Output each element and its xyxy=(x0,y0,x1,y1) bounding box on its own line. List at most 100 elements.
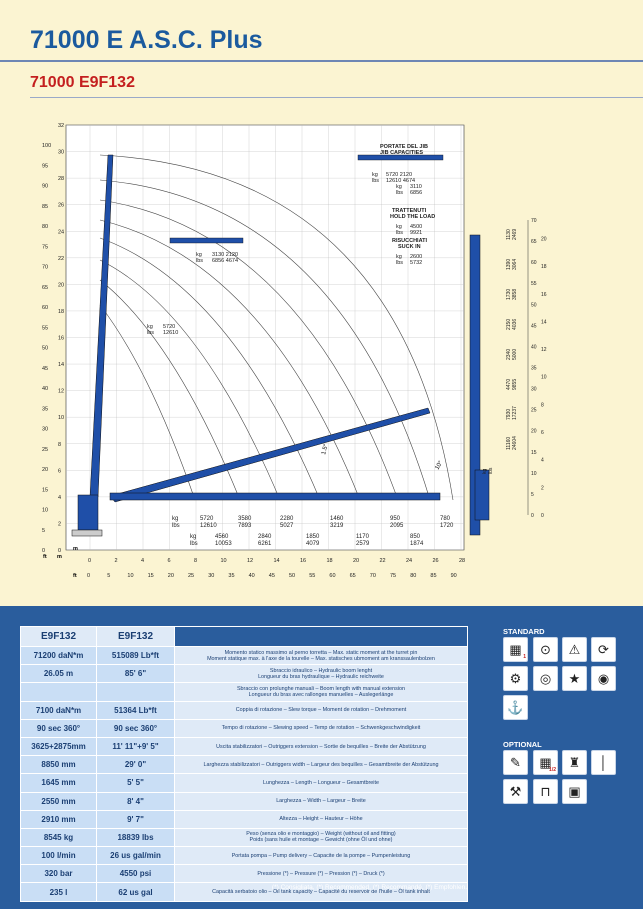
row1-lbs: 2095 xyxy=(390,523,404,529)
right-tick-ft: 10 xyxy=(531,471,537,477)
row1-kg: 2280 xyxy=(280,516,294,522)
y-tick-m: 0 xyxy=(58,548,61,554)
right-lbs: 2469 xyxy=(512,229,518,240)
right-lbs: 24604 xyxy=(512,436,518,450)
x-tick-ft: 15 xyxy=(148,573,154,579)
svg-text:6856: 6856 xyxy=(410,190,422,196)
row2-kg: 1850 xyxy=(306,534,320,540)
y-tick-ft: 35 xyxy=(42,406,48,412)
x-tick-ft: 75 xyxy=(390,573,396,579)
right-axis-ft: 0 5 10 15 20 25 30 35 40 45 50 55 60 65 70 xyxy=(531,218,537,519)
table-row: 3625+2875mm 11' 11"+9' 5" Uscita stabilizz… xyxy=(20,736,468,757)
y-tick-m: 12 xyxy=(58,389,64,395)
y-tick-ft: 20 xyxy=(42,467,48,473)
svg-text:9921: 9921 xyxy=(410,230,422,236)
recommended-note: (*) Consigliata, (*) Recommended, (*) Re… xyxy=(271,884,467,891)
svg-text:4500: 4500 xyxy=(410,224,422,230)
right-tick-m: 16 xyxy=(541,292,547,298)
right-kg: 1130 xyxy=(506,229,512,240)
spec-imperial: 85' 6" xyxy=(96,664,175,684)
row2-kg: 2840 xyxy=(258,534,272,540)
table-row: 2910 mm 9' 7" Altezza – Height – Hauteur –… xyxy=(20,809,468,829)
row1-lbs: 1720 xyxy=(440,523,454,529)
specifications-table: E9F132 E9F132 71200 daN*m 515089 Lb*ft Mom… xyxy=(20,626,468,902)
y-tick-m: 2 xyxy=(58,521,61,527)
y-tick-ft: 25 xyxy=(42,447,48,453)
x-tick-ft: 25 xyxy=(188,573,194,579)
y-tick-m: 14 xyxy=(58,362,64,368)
spec-imperial: 11' 11"+9' 5" xyxy=(96,736,175,757)
spec-imperial: 90 sec 360° xyxy=(96,718,175,738)
subtitle-rule xyxy=(30,97,643,98)
svg-text:lbs: lbs xyxy=(396,230,403,236)
right-tick-m: 20 xyxy=(541,236,547,242)
spec-metric: 100 l/min xyxy=(20,846,97,866)
svg-text:lbs: lbs xyxy=(172,523,180,529)
spec-description: Portata pompa – Pump delivery – Capacite… xyxy=(174,846,468,866)
x-tick-ft: 40 xyxy=(249,573,255,579)
right-tick-ft: 65 xyxy=(531,239,537,245)
oil-cooler-icon: ✎ xyxy=(503,750,528,775)
angle-b: 10° xyxy=(435,460,445,471)
spec-metric: 1645 mm xyxy=(20,773,97,793)
y-tick-ft: 50 xyxy=(42,346,48,352)
y-tick-ft: 70 xyxy=(42,265,48,271)
y-tick-m: 22 xyxy=(58,256,64,262)
row1-lbs: 3219 xyxy=(330,523,344,529)
table-row: 2550 mm 8' 4" Larghezza – Width – Largeur … xyxy=(20,791,468,811)
spec-imperial: 18839 lbs xyxy=(96,827,175,848)
table-row: 100 l/min 26 us gal/min Portata pompa – Pu… xyxy=(20,846,468,866)
x-tick-ft: 60 xyxy=(329,573,335,579)
spec-description: Capacità serbatoio olio – Oil tank capac… xyxy=(174,882,468,902)
y-tick-m: 8 xyxy=(58,442,61,448)
y-tick-ft: 40 xyxy=(42,386,48,392)
x-tick-ft: 5 xyxy=(107,573,110,579)
x-tick-ft: 30 xyxy=(208,573,214,579)
spec-metric: 2550 mm xyxy=(20,791,97,811)
right-lbs: 9855 xyxy=(512,379,518,390)
right-tick-ft: 5 xyxy=(531,492,534,498)
y-tick-ft: 55 xyxy=(42,325,48,331)
right-tick-ft: 15 xyxy=(531,450,537,456)
right-tick-m: 8 xyxy=(541,402,544,408)
right-lbs: 4036 xyxy=(512,319,518,330)
row2-lbs: 10053 xyxy=(215,541,232,547)
x-tick-ft: 10 xyxy=(127,573,133,579)
y-tick-m: 18 xyxy=(58,309,64,315)
frame-icon: ⊓ xyxy=(533,779,558,804)
svg-text:kg: kg xyxy=(190,534,196,540)
table-row: 1645 mm 5' 5" Lunghezza – Length – Longueu… xyxy=(20,773,468,793)
mid-capacity: kg lbs 3130 2120 6856 4674 xyxy=(196,252,238,264)
svg-text:JIB CAPACITIES: JIB CAPACITIES xyxy=(380,150,423,156)
spec-description: Lunghezza – Length – Longueur – Gesamtbr… xyxy=(174,773,468,793)
jib-extension-icon: │ xyxy=(591,750,616,775)
y-tick-ft: 80 xyxy=(42,224,48,230)
spec-metric: 7100 daN*m xyxy=(20,700,97,720)
row2-lbs: 4079 xyxy=(306,541,320,547)
svg-text:PORTATE DEL JIB: PORTATE DEL JIB xyxy=(380,144,428,150)
rotation-icon: ⟳ xyxy=(591,637,616,662)
table-row: 8545 kg 18839 lbs Peso (senza olio e monta… xyxy=(20,827,468,848)
row1-kg: 1460 xyxy=(330,516,344,522)
table-row: 90 sec 360° 90 sec 360° Tempo di rotazione… xyxy=(20,718,468,738)
right-tick-ft: 0 xyxy=(531,513,534,519)
y-unit-m: m xyxy=(57,554,62,560)
remote-control-icon: ⊙ xyxy=(533,637,558,662)
y-tick-m: 30 xyxy=(58,150,64,156)
x-tick-m: 20 xyxy=(353,558,359,564)
row1-kg: 950 xyxy=(390,516,401,522)
right-kg: 1390 xyxy=(506,259,512,270)
table-row: 7100 daN*m 51364 Lb*ft Coppia di rotazione… xyxy=(20,700,468,720)
y-tick-ft: 95 xyxy=(42,163,48,169)
svg-text:5720: 5720 xyxy=(163,324,175,330)
pressure-gauge-icon: ◎ xyxy=(533,666,558,691)
svg-text:kg: kg xyxy=(196,252,202,258)
spec-description: Altezza – Height – Hauteur – Höhe xyxy=(174,809,468,829)
x-tick-ft: 50 xyxy=(289,573,295,579)
svg-text:kg: kg xyxy=(396,254,402,260)
y-tick-ft: 75 xyxy=(42,244,48,250)
svg-text:3110: 3110 xyxy=(410,184,422,190)
right-axis-m: 0 2 4 6 8 10 12 14 16 18 20 xyxy=(541,236,547,519)
spec-description: Larghezza stabilizzatori – Outriggers wi… xyxy=(174,755,468,775)
